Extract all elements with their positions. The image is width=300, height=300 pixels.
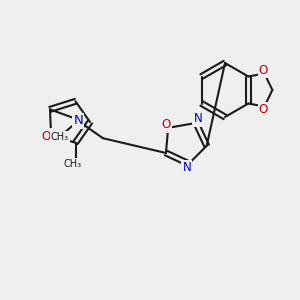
Text: N: N xyxy=(194,112,202,125)
Text: O: O xyxy=(259,64,268,77)
Text: O: O xyxy=(41,130,51,142)
Text: O: O xyxy=(259,103,268,116)
Text: CH₃: CH₃ xyxy=(51,132,69,142)
Text: CH₃: CH₃ xyxy=(64,159,82,169)
Text: N: N xyxy=(182,161,191,174)
Text: O: O xyxy=(161,118,171,131)
Text: N: N xyxy=(74,115,83,128)
